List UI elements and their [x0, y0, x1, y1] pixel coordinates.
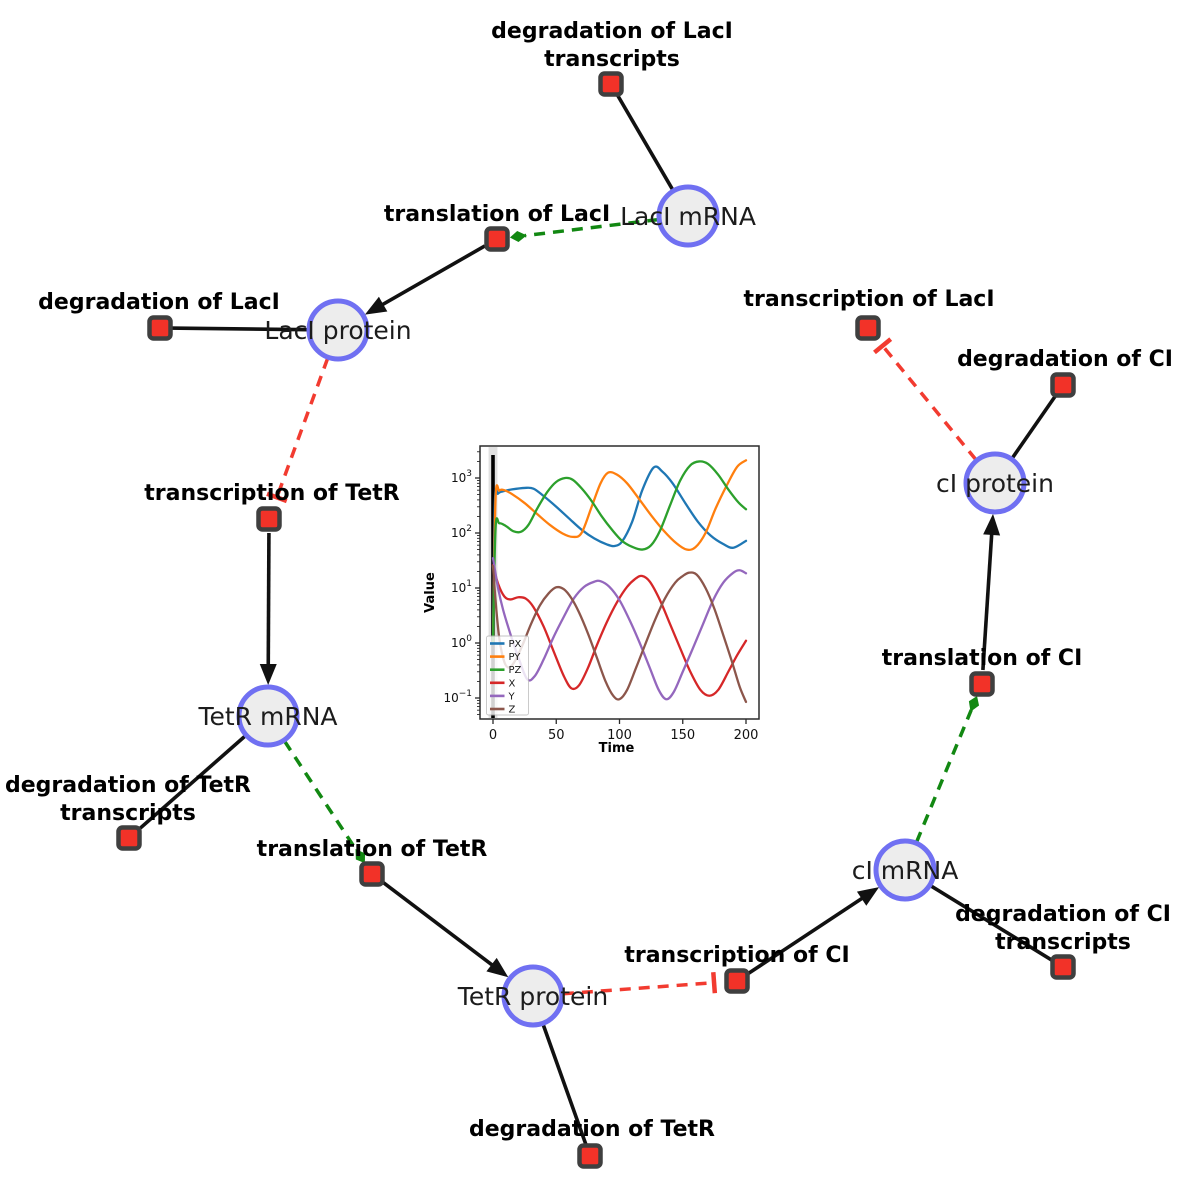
reaction-label-deg-tetr-tx: degradation of TetR transcripts: [5, 773, 251, 826]
inset-chart: 0 50 100 150 200 103 102 101 100 10−1 Time Value PX P…: [423, 445, 760, 756]
reaction-node-deg-tetr-tx[interactable]: [116, 825, 142, 851]
legend-label-pz: PZ: [509, 665, 522, 676]
species-node-laci-mrna[interactable]: [656, 184, 720, 248]
edge-arrow-txn-tetr-to-tetr-mrna: [259, 532, 277, 686]
edge-arrow-txn-ci-to-ci-mrna: [747, 887, 880, 975]
edge-arrow-tln-tetr-to-tetr-protein: [382, 881, 509, 978]
legend-label-py: PY: [509, 652, 522, 663]
edge-line-ci-protein-to-deg-ci: [1010, 391, 1060, 460]
nodes-layer: [116, 71, 1076, 1169]
reaction-node-txn-ci[interactable]: [724, 968, 750, 994]
reaction-label-deg-ci: degradation of CI: [957, 347, 1173, 372]
reaction-node-tln-tetr[interactable]: [359, 861, 385, 887]
chart-ytick-1e1: 101: [451, 579, 472, 595]
chart-xtick-100: 100: [607, 728, 632, 743]
reaction-node-tln-laci[interactable]: [484, 226, 510, 252]
reaction-node-deg-ci[interactable]: [1050, 372, 1076, 398]
reaction-node-tln-ci[interactable]: [969, 671, 995, 697]
edge-line-tetr-mrna-to-deg-tetr-tx: [134, 734, 247, 834]
chart-line-pz: [491, 460, 748, 645]
reaction-node-txn-laci[interactable]: [855, 315, 881, 341]
edge-line-tetr-protein-to-deg-tetr: [541, 1023, 589, 1149]
species-node-laci-protein[interactable]: [306, 298, 370, 362]
reaction-label-tln-tetr: translation of TetR: [257, 837, 488, 862]
species-node-ci-mrna[interactable]: [873, 838, 937, 902]
edge-line-laci-protein-to-deg-laci: [168, 326, 309, 332]
edge-line-laci-mrna-to-deg-laci-tx: [613, 90, 675, 191]
species-node-tetr-mrna[interactable]: [236, 684, 300, 748]
chart-line-py: [491, 459, 748, 645]
species-label-ci-protein: cI protein: [936, 469, 1054, 498]
chart-ytick-1e3: 103: [451, 469, 472, 485]
edge-modifier-tetr-mrna-to-tln-tetr: [283, 740, 366, 864]
species-label-tetr-mrna: TetR mRNA: [197, 702, 337, 731]
legend-label-y: Y: [508, 691, 516, 702]
chart-xtick-150: 150: [670, 728, 695, 743]
chart-ylabel: Value: [423, 572, 438, 613]
reaction-node-deg-laci[interactable]: [147, 315, 173, 341]
edge-modifier-laci-mrna-to-tln-laci: [509, 217, 659, 242]
species-label-laci-mrna: LacI mRNA: [620, 202, 756, 231]
edge-arrow-tln-ci-to-ci-protein: [981, 513, 1001, 671]
reaction-label-tln-ci: translation of CI: [882, 646, 1083, 671]
edges-layer: [134, 90, 1060, 1149]
labels-layer: degradation of LacI transcripts translatio…: [5, 19, 1173, 1142]
chart-line-x: [491, 564, 748, 697]
reaction-label-tln-laci: translation of LacI: [384, 202, 610, 227]
reaction-label-txn-tetr: transcription of TetR: [144, 481, 400, 506]
reaction-label-deg-tetr: degradation of TetR: [469, 1117, 715, 1142]
edge-line-ci-mrna-to-deg-ci-tx: [929, 884, 1057, 964]
legend-label-z: Z: [509, 705, 516, 716]
edge-modifier-ci-mrna-to-tln-ci: [914, 696, 980, 843]
species-node-tetr-protein[interactable]: [501, 964, 565, 1028]
chart-ytick-1e2: 102: [451, 524, 472, 540]
chart-ytick-1e0: 100: [451, 634, 472, 650]
chart-xlabel: Time: [599, 741, 635, 756]
reaction-node-deg-ci-tx[interactable]: [1050, 954, 1076, 980]
edge-inhibition-ci-protein-to-txn-laci: [873, 337, 978, 461]
chart-xtick-50: 50: [548, 728, 565, 743]
reaction-node-deg-tetr[interactable]: [577, 1143, 603, 1169]
chart-ytick-1e-1: 10−1: [443, 689, 472, 705]
reaction-node-deg-laci-tx[interactable]: [598, 71, 624, 97]
species-label-tetr-protein: TetR protein: [457, 982, 608, 1011]
reaction-label-txn-laci: transcription of LacI: [743, 287, 994, 312]
reaction-node-txn-tetr[interactable]: [256, 506, 282, 532]
chart-line-px: [491, 465, 748, 645]
reaction-label-deg-laci-tx: degradation of LacI transcripts: [491, 19, 733, 72]
edge-inhibition-laci-protein-to-txn-tetr: [266, 357, 330, 504]
legend-label-x: X: [509, 678, 516, 689]
species-node-ci-protein[interactable]: [963, 451, 1027, 515]
legend-label-px: PX: [509, 639, 522, 650]
reaction-label-deg-ci-tx: degradation of CI transcripts: [955, 902, 1171, 955]
edge-arrow-tln-laci-to-laci-protein: [364, 244, 486, 315]
chart-legend-box: [486, 635, 529, 716]
species-label-laci-protein: LacI protein: [264, 316, 411, 345]
species-label-ci-mrna: cI mRNA: [852, 856, 959, 885]
chart-xtick-200: 200: [734, 728, 759, 743]
reaction-label-txn-ci: transcription of CI: [624, 943, 849, 968]
chart-xtick-0: 0: [489, 728, 497, 743]
edge-inhibition-tetr-protein-to-txn-ci: [562, 972, 718, 996]
reaction-label-deg-laci: degradation of LacI: [38, 290, 280, 315]
